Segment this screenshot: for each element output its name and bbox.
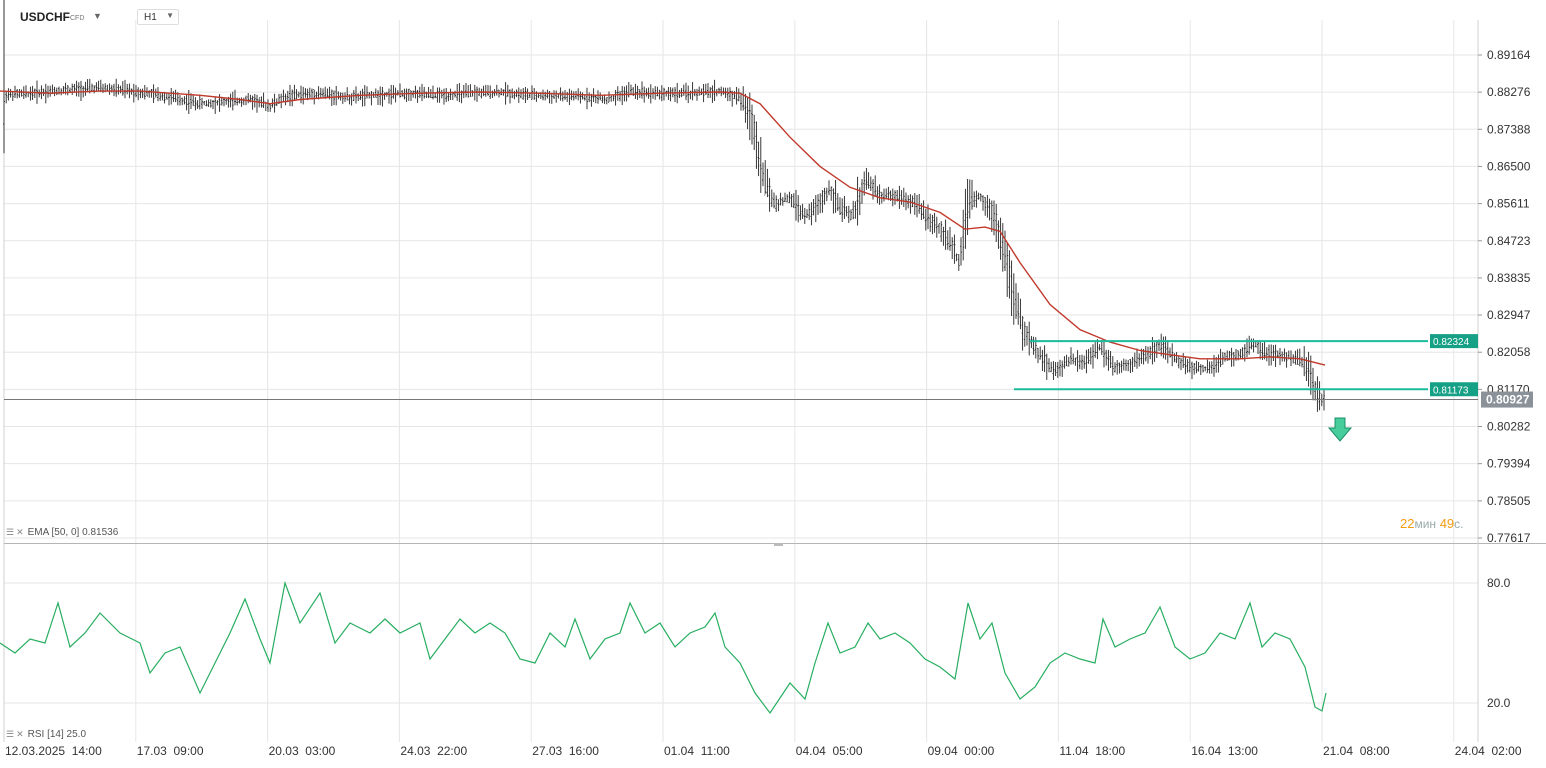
y-tick-label: 0.84723 <box>1487 234 1531 248</box>
rsi-params: [14] <box>47 729 64 740</box>
y-tick-label: 0.79394 <box>1487 457 1531 471</box>
x-tick-label: 12.03.2025 14:00 <box>5 744 102 758</box>
resistance-level-label: 0.82324 <box>1433 337 1470 348</box>
x-tick-label: 04.04 05:00 <box>796 744 863 758</box>
ema-name: EMA <box>27 527 49 538</box>
close-icon[interactable]: ✕ <box>16 729 24 739</box>
support-level-label: 0.81173 <box>1433 385 1469 396</box>
symbol-name[interactable]: USDCHF <box>20 10 70 24</box>
current-price-label: 0.80927 <box>1486 393 1530 407</box>
timer-minutes-unit: мин <box>1414 517 1437 531</box>
rsi-name: RSI <box>27 729 45 740</box>
rsi-tick-label: 20.0 <box>1487 696 1511 710</box>
x-tick-label: 27.03 16:00 <box>532 744 599 758</box>
chart-toolbar: USDCHF CFD ▼ H1 ▼ <box>0 0 1546 32</box>
timeframe-value: H1 <box>144 12 157 23</box>
time-axis: 12.03.2025 14:00 17.03 09:00 20.03 03:00 24… <box>5 744 1522 758</box>
ema-params: [50, 0] <box>51 527 80 538</box>
timer-seconds: 49 <box>1439 516 1455 531</box>
chevron-down-icon[interactable]: ▼ <box>93 11 102 21</box>
ema-legend: ☰ ✕ EMA [50, 0] 0.81536 <box>6 527 118 538</box>
ema-value: 0.81536 <box>82 527 119 538</box>
ema-series <box>0 90 1326 366</box>
x-tick-label: 24.03 22:00 <box>400 744 467 758</box>
resistance-level-tag <box>1430 334 1478 349</box>
support-level-tag <box>1430 382 1478 397</box>
signal-arrow <box>1327 417 1353 442</box>
timer-minutes: 22 <box>1400 516 1415 531</box>
pane-separators <box>3 0 1546 742</box>
x-tick-label: 24.04 02:00 <box>1455 744 1522 758</box>
timer-seconds-unit: с. <box>1454 517 1464 531</box>
menu-icon[interactable]: ☰ <box>6 527 15 537</box>
x-tick-label: 17.03 09:00 <box>137 744 204 758</box>
down-arrow-icon <box>1327 417 1353 442</box>
y-tick-label: 0.78505 <box>1487 494 1531 508</box>
x-tick-label: 16.04 13:00 <box>1191 744 1258 758</box>
timeframe-select[interactable]: H1 ▼ <box>137 9 179 25</box>
rsi-series <box>0 580 1327 715</box>
level-lines[interactable]: 0.82324 0.81173 <box>1014 334 1478 397</box>
price-axis: 0.89164 0.88276 0.87388 0.86500 0.85611 0.847… <box>1478 48 1531 545</box>
menu-icon[interactable]: ☰ <box>6 729 15 739</box>
current-price-tag <box>1481 391 1533 408</box>
rsi-value: 25.0 <box>66 729 87 740</box>
price-bars <box>3 0 1325 412</box>
y-tick-label: 0.87388 <box>1487 122 1531 136</box>
chevron-down-icon: ▼ <box>166 11 174 20</box>
y-tick-label: 0.80282 <box>1487 420 1531 434</box>
rsi-tick-label: 80.0 <box>1487 576 1511 590</box>
y-tick-label: 0.83835 <box>1487 271 1531 285</box>
rsi-legend: ☰ ✕ RSI [14] 25.0 <box>6 729 86 740</box>
grid-lines <box>3 20 1478 742</box>
pane-resize-handle <box>774 543 783 546</box>
x-tick-label: 20.03 03:00 <box>269 744 336 758</box>
close-icon[interactable]: ✕ <box>16 527 24 537</box>
y-tick-label: 0.82947 <box>1487 308 1531 322</box>
ema-line <box>0 90 1326 366</box>
y-tick-label: 0.85611 <box>1487 197 1530 211</box>
y-tick-label: 0.86500 <box>1487 159 1531 173</box>
candle-timer: 22мин 49с. <box>1400 516 1464 531</box>
current-price-line: 0.80927 <box>4 391 1533 408</box>
symbol-type: CFD <box>70 15 85 22</box>
x-tick-label: 01.04 11:00 <box>664 744 730 758</box>
y-tick-label: 0.77617 <box>1487 531 1531 545</box>
x-tick-label: 11.04 18:00 <box>1059 744 1125 758</box>
x-tick-label: 21.04 08:00 <box>1323 744 1390 758</box>
y-tick-label: 0.88276 <box>1487 85 1531 99</box>
x-tick-label: 09.04 00:00 <box>928 744 995 758</box>
y-tick-label: 0.82058 <box>1487 345 1531 359</box>
rsi-line <box>0 580 1327 715</box>
rsi-axis: 80.0 20.0 <box>1487 576 1511 710</box>
y-tick-label: 0.89164 <box>1487 48 1531 62</box>
